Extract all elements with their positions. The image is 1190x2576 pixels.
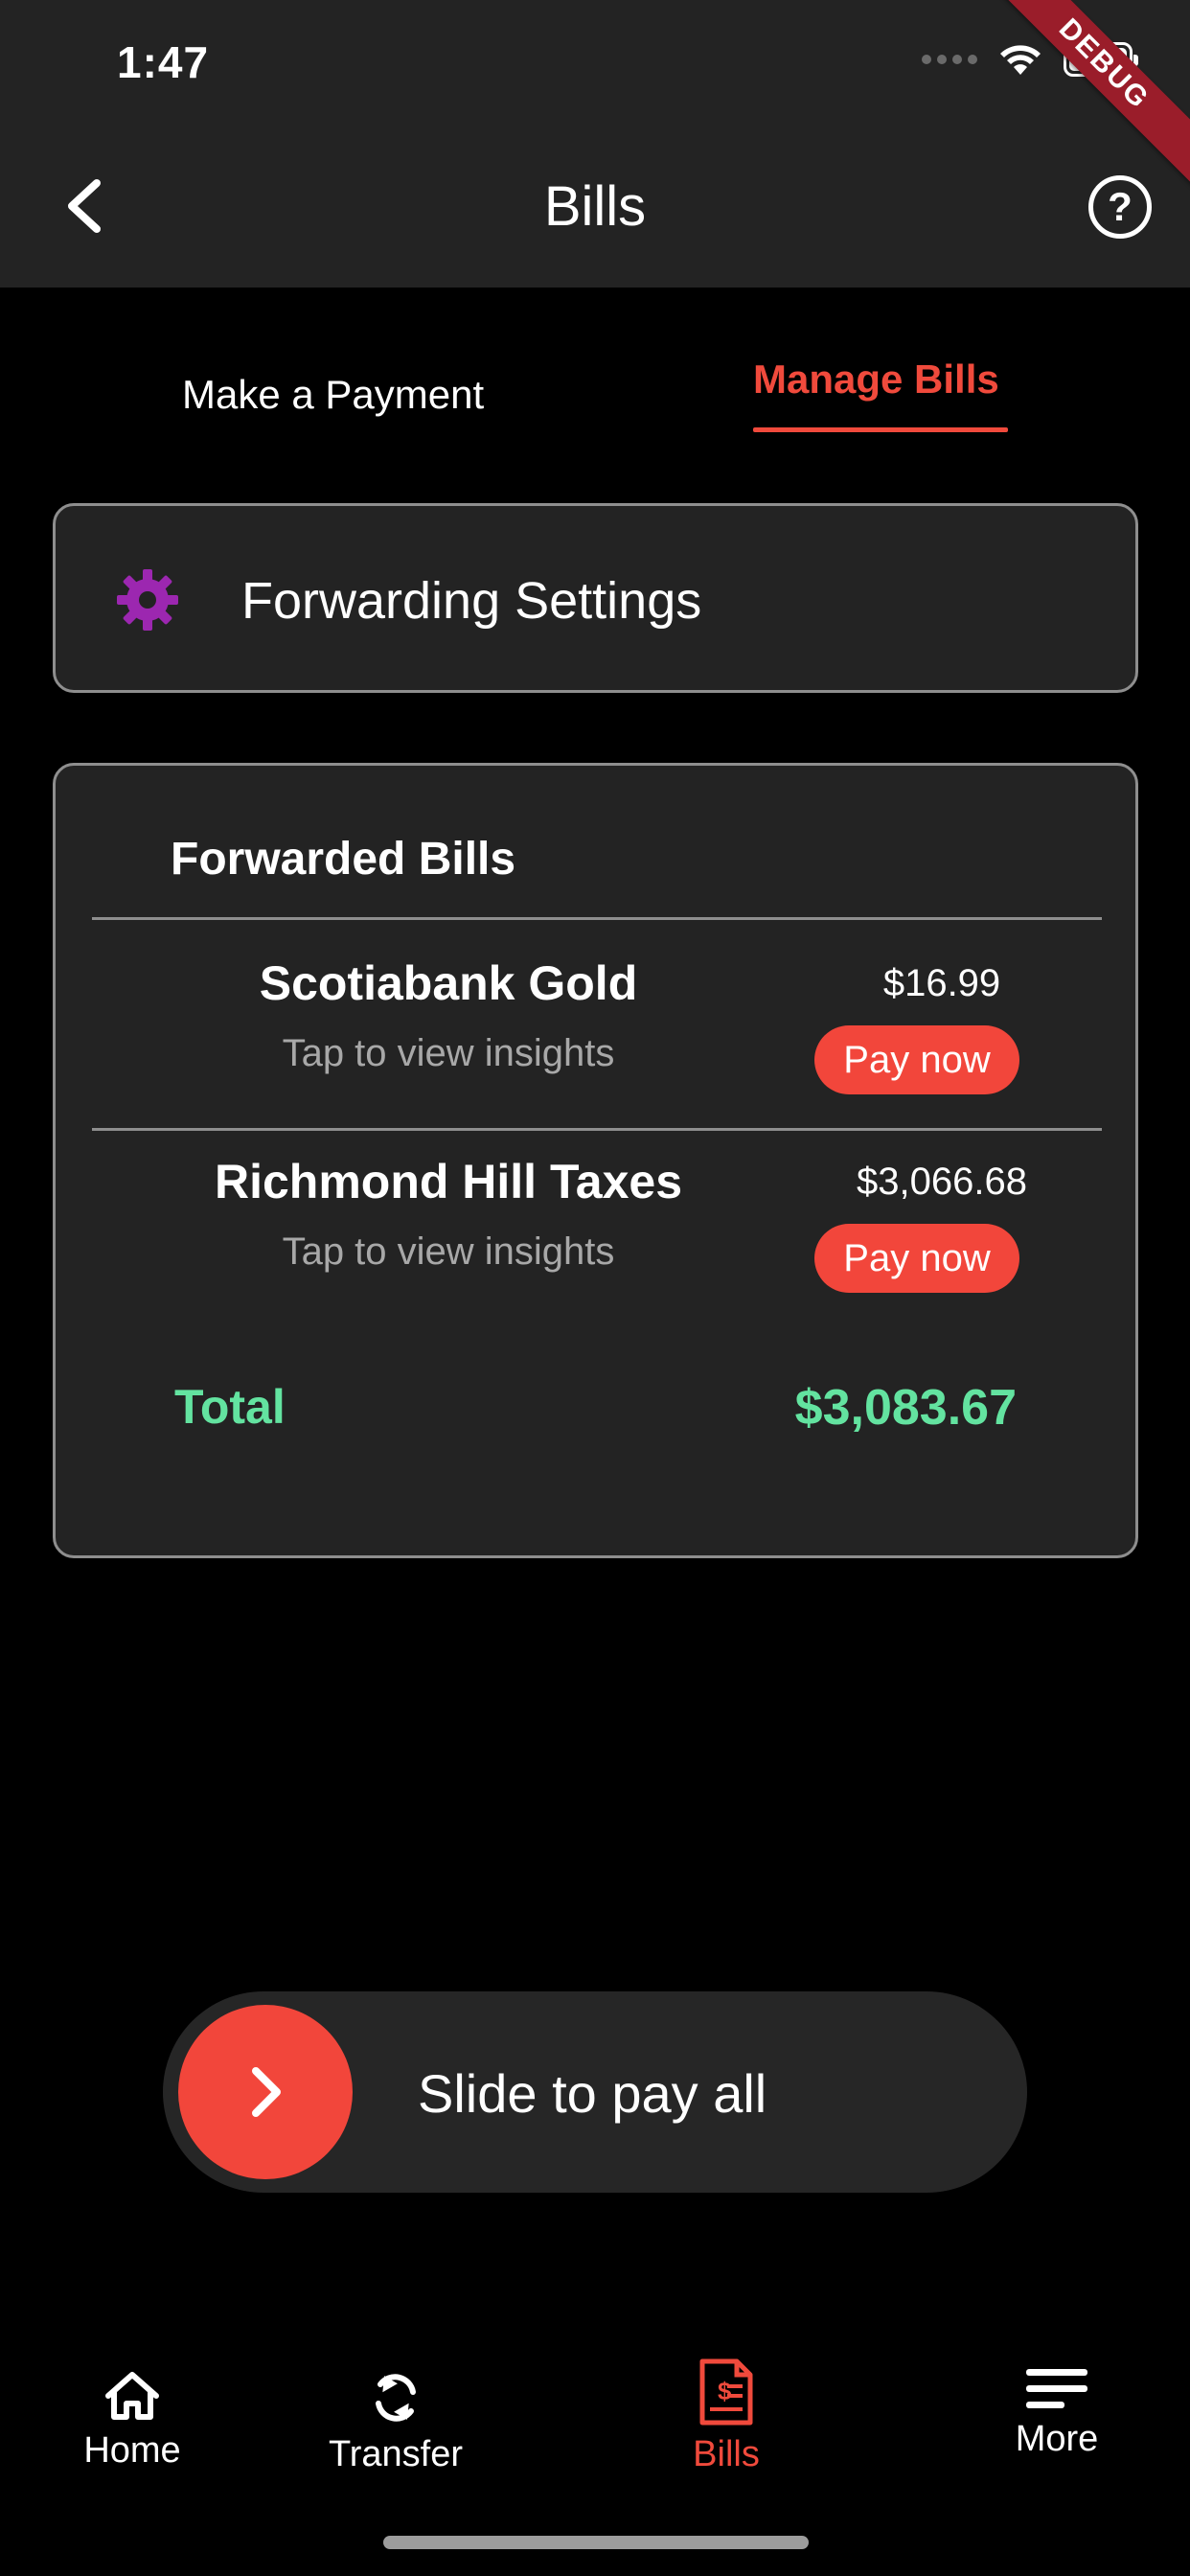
- active-tab-indicator: [753, 427, 1008, 432]
- chevron-left-icon: [68, 179, 101, 233]
- tab-manage-bills[interactable]: Manage Bills: [753, 356, 999, 402]
- back-button[interactable]: [50, 172, 117, 240]
- sync-icon: [376, 2374, 416, 2422]
- nav-label: Bills: [693, 2434, 760, 2474]
- home-icon: [105, 2372, 159, 2420]
- menu-icon: [1026, 2369, 1087, 2408]
- nav-label: More: [1015, 2419, 1099, 2459]
- pay-now-button[interactable]: Pay now: [814, 1025, 1019, 1094]
- bottom-navigation: Home Transfer $ Bills More: [0, 2319, 1190, 2576]
- nav-label: Home: [83, 2430, 181, 2471]
- nav-home[interactable]: Home: [27, 2369, 238, 2472]
- total-label: Total: [174, 1380, 286, 1434]
- bill-insights-link[interactable]: Tap to view insights: [282, 1230, 615, 1273]
- slide-to-pay-slider[interactable]: Slide to pay all: [163, 1991, 1027, 2193]
- tab-make-payment[interactable]: Make a Payment: [182, 372, 485, 417]
- signal-icon: [922, 55, 977, 64]
- nav-label: Transfer: [328, 2434, 464, 2474]
- forwarding-settings-label: Forwarding Settings: [241, 572, 702, 630]
- help-button[interactable]: ?: [1088, 175, 1152, 239]
- gear-icon: [117, 569, 178, 631]
- forwarded-bills-title: Forwarded Bills: [171, 834, 516, 885]
- bill-icon: $: [699, 2358, 753, 2426]
- status-time: 1:47: [117, 37, 210, 87]
- bill-amount: $3,066.68: [857, 1161, 1027, 1203]
- bill-name: Scotiabank Gold: [259, 956, 638, 1010]
- chevron-right-icon: [252, 2067, 281, 2117]
- pay-now-button[interactable]: Pay now: [814, 1224, 1019, 1293]
- page-title: Bills: [543, 175, 647, 238]
- divider: [92, 917, 1102, 920]
- nav-bills[interactable]: $ Bills: [621, 2358, 832, 2475]
- nav-transfer[interactable]: Transfer: [290, 2369, 501, 2475]
- top-bar: 1:47 DEBUG Bills ?: [0, 0, 1190, 288]
- slider-label: Slide to pay all: [418, 2063, 767, 2124]
- slider-handle[interactable]: [178, 2005, 353, 2179]
- bill-name: Richmond Hill Taxes: [214, 1155, 683, 1208]
- forwarding-settings-button[interactable]: Forwarding Settings: [53, 503, 1138, 693]
- home-indicator: [383, 2536, 809, 2549]
- svg-text:$: $: [718, 2377, 732, 2405]
- forwarded-bills-card: Forwarded Bills Scotiabank Gold Tap to v…: [53, 763, 1138, 1558]
- bill-insights-link[interactable]: Tap to view insights: [282, 1032, 615, 1074]
- debug-banner: DEBUG: [979, 0, 1190, 189]
- bill-amount: $16.99: [882, 962, 1001, 1004]
- nav-more[interactable]: More: [951, 2367, 1162, 2460]
- divider: [92, 1128, 1102, 1131]
- total-value: $3,083.67: [794, 1380, 1017, 1436]
- question-icon: ?: [1108, 184, 1133, 229]
- wifi-icon: [1000, 45, 1041, 75]
